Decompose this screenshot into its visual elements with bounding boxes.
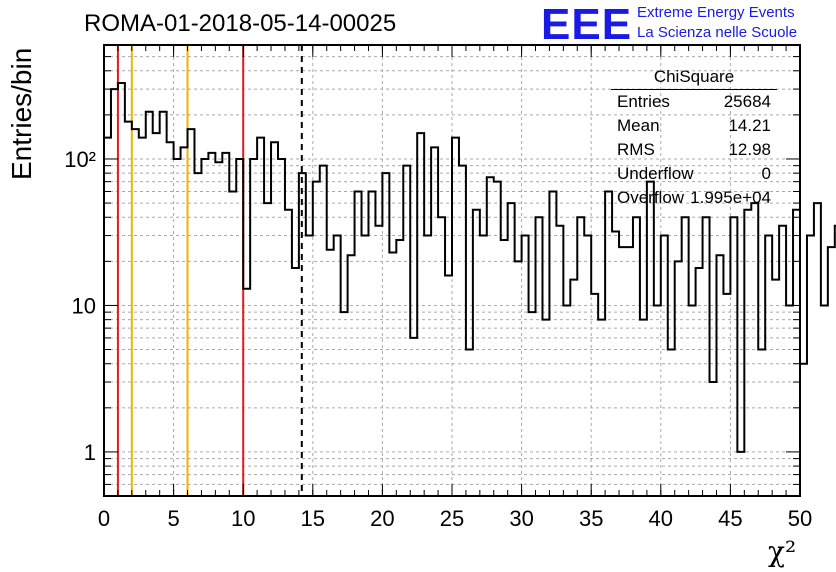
x-axis-ticks: 0 5 10 15 20 25 30 35 40 45 50	[98, 45, 812, 531]
eee-logo: EEE	[541, 0, 633, 49]
stats-title: ChiSquare	[611, 65, 777, 90]
stats-row-mean: Mean 14.21	[611, 114, 777, 138]
x-tick-label: 15	[301, 506, 325, 531]
stats-row-underflow: Underflow 0	[611, 162, 777, 186]
x-tick-label: 0	[98, 506, 110, 531]
x-tick-label: 35	[579, 506, 603, 531]
stats-value: 12.98	[728, 140, 771, 159]
x-tick-label: 20	[370, 506, 394, 531]
x-tick-label: 30	[509, 506, 533, 531]
stats-label: Overflow	[617, 188, 685, 207]
stats-label: RMS	[617, 140, 655, 159]
stats-row-entries: Entries 25684	[611, 90, 777, 114]
stats-value: 25684	[723, 92, 771, 111]
logo-line-2: La Scienza nelle Scuole	[637, 24, 798, 41]
chart-title: ROMA-01-2018-05-14-00025	[84, 10, 397, 37]
x-tick-label: 5	[167, 506, 179, 531]
y-axis-label: Entries/bin	[6, 47, 37, 180]
stats-row-rms: RMS 12.98	[611, 138, 777, 162]
stats-label: Entries	[617, 92, 670, 111]
x-axis-label: χ²	[768, 535, 797, 568]
x-tick-label: 45	[718, 506, 742, 531]
stats-value: 0	[761, 164, 771, 183]
logo-line-1: Extreme Energy Events	[637, 4, 795, 21]
stats-row-overflow: Overflow 1.995e+04	[611, 186, 777, 210]
stats-value: 1.995e+04	[690, 188, 771, 207]
x-tick-label: 25	[440, 506, 464, 531]
stats-label: Underflow	[617, 164, 694, 183]
y-tick-label: 10	[72, 293, 96, 318]
stats-box: ChiSquare Entries 25684 Mean 14.21 RMS 1…	[611, 65, 777, 210]
x-tick-label: 10	[231, 506, 255, 531]
x-tick-label: 40	[649, 506, 673, 531]
histogram-outline	[103, 82, 836, 496]
y-tick-label: 10²	[64, 147, 96, 172]
stats-label: Mean	[617, 116, 660, 135]
y-axis-ticks: 1 10 10²	[64, 44, 800, 497]
y-tick-label: 1	[84, 440, 96, 465]
x-tick-label: 50	[788, 506, 812, 531]
stats-value: 14.21	[728, 116, 771, 135]
